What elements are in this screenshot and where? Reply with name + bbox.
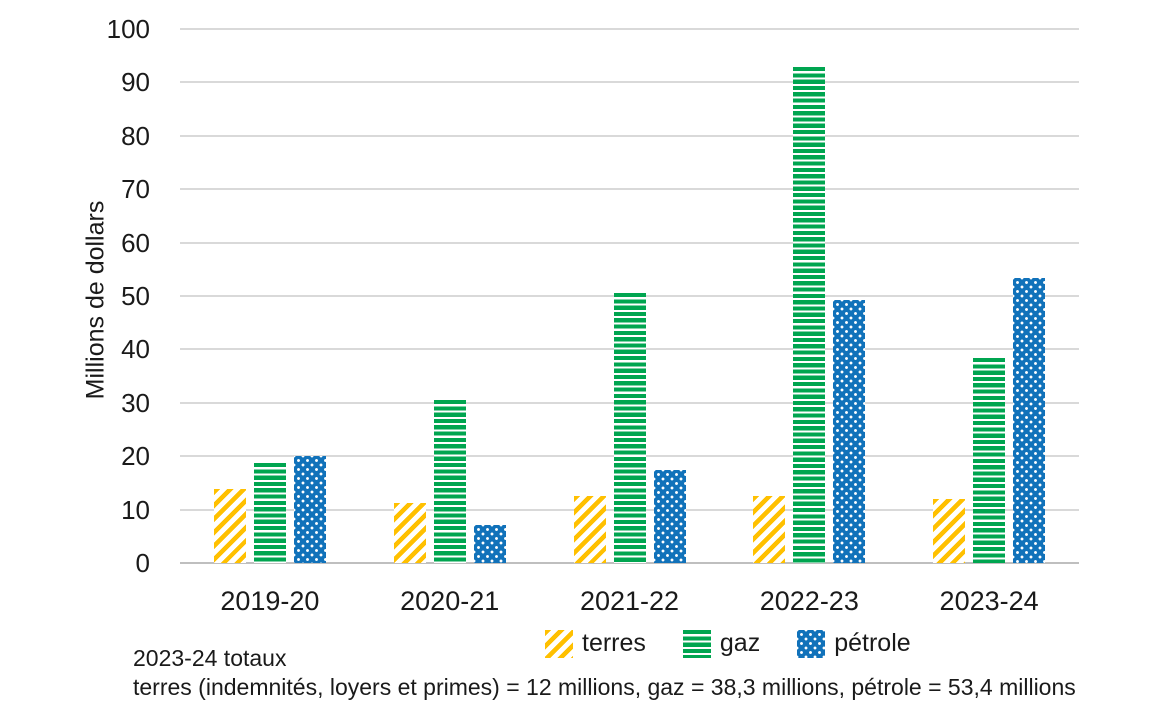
bar-gaz-2019-20 (253, 463, 286, 563)
x-axis-category-label: 2021-22 (579, 586, 680, 616)
legend-label-gaz: gaz (719, 629, 761, 657)
footnote-totals-title: 2023-24 totaux (133, 645, 287, 671)
x-axis-line (180, 562, 1079, 564)
x-axis-category-label: 2022-23 (759, 586, 859, 616)
legend-item-terres: terres (545, 629, 646, 658)
bar-petrole-2021-22 (653, 469, 686, 563)
y-axis-tick-label: 50 (121, 281, 150, 311)
bar-gaz-2022-23 (793, 66, 826, 563)
y-axis-tick-label: 30 (121, 387, 150, 418)
footnote-totals-detail: terres (indemnités, loyers et primes) = … (133, 674, 1076, 700)
legend-item-petrole: pétrole (797, 629, 911, 658)
y-axis-tick-label: 60 (121, 227, 150, 258)
gridline (180, 134, 1079, 137)
y-axis-tick-label: 100 (106, 14, 150, 44)
gridline (180, 241, 1079, 244)
gridline (180, 188, 1079, 191)
x-axis-category-label: 2020-21 (400, 586, 500, 616)
legend-swatch-terres (545, 629, 573, 658)
legend-label-petrole: pétrole (834, 629, 911, 657)
bar-terres-2023-24 (933, 498, 966, 563)
bar-terres-2020-21 (393, 502, 426, 563)
plot-area (180, 28, 1079, 564)
bar-gaz-2020-21 (433, 400, 466, 563)
bar-gaz-2021-22 (613, 293, 646, 563)
y-axis-tick-label: 80 (121, 120, 150, 151)
bar-petrole-2023-24 (1013, 277, 1046, 563)
gridline (180, 28, 1079, 30)
legend-swatch-petrole (797, 629, 826, 658)
legend-item-gaz: gaz (682, 629, 761, 658)
legend-swatch-gaz (682, 629, 711, 658)
bar-terres-2022-23 (753, 495, 786, 563)
bar-terres-2019-20 (213, 489, 246, 563)
y-axis-tick-label: 20 (121, 441, 150, 472)
x-axis-category-label: 2023-24 (939, 586, 1039, 616)
y-axis-tick-label: 70 (121, 174, 150, 205)
bar-petrole-2020-21 (473, 525, 506, 563)
y-axis-tick-label: 10 (121, 494, 150, 525)
y-axis-tick-label: 90 (121, 67, 150, 98)
y-axis-tick-label: 40 (121, 334, 150, 365)
y-axis-tick-label: 0 (135, 548, 150, 578)
bar-petrole-2019-20 (293, 456, 326, 563)
bar-petrole-2022-23 (833, 299, 866, 563)
bar-gaz-2023-24 (973, 358, 1006, 563)
legend: terres gaz pétrole (545, 629, 911, 658)
legend-label-terres: terres (582, 629, 646, 657)
x-axis-category-label: 2019-20 (220, 586, 320, 616)
bar-terres-2021-22 (573, 496, 606, 563)
gridline (180, 81, 1079, 84)
